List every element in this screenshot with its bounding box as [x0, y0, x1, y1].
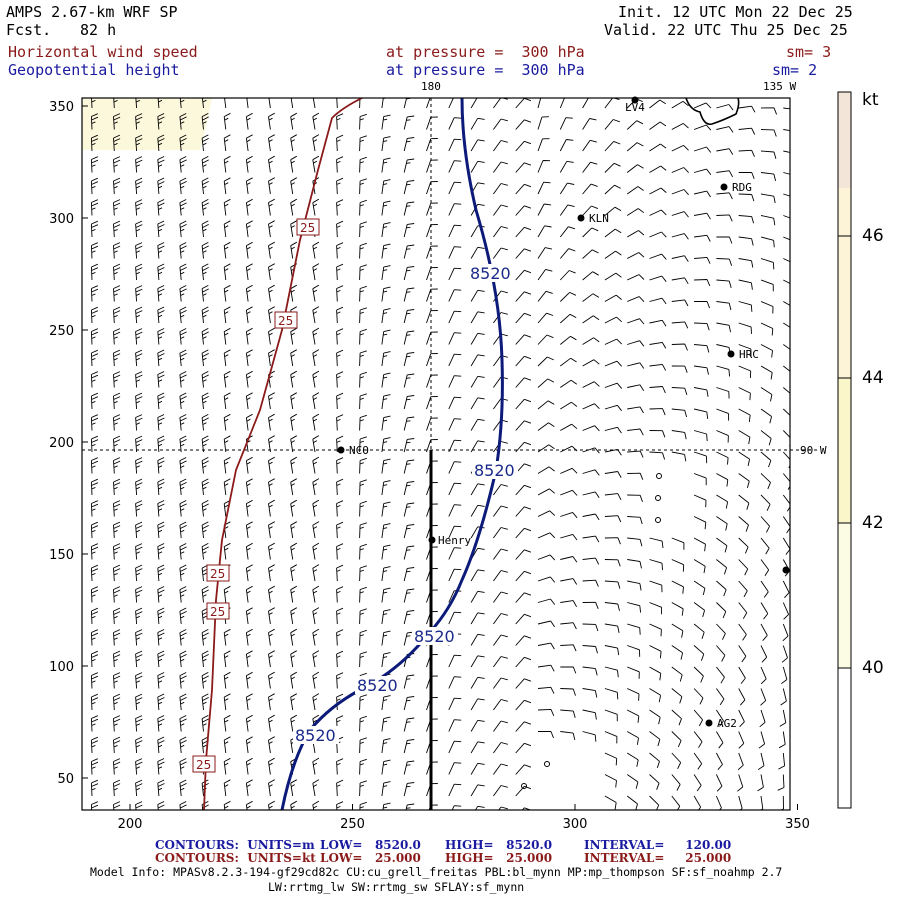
x-axis-tick-label: 200	[118, 817, 143, 832]
model-info: Model Info: MPASv8.2.3-194-gf29cd82c CU:…	[90, 865, 783, 879]
plot-area	[82, 98, 790, 810]
speed-contour-label: 25	[196, 758, 211, 772]
x-axis-tick-label: 350	[785, 817, 810, 832]
height-contour-label: 8520	[295, 726, 336, 745]
station-marker	[720, 183, 728, 191]
y-axis-tick-label: 250	[49, 324, 74, 339]
field1-level: at pressure = 300 hPa	[386, 43, 585, 61]
station-marker	[705, 719, 713, 727]
field2-name: Geopotential height	[8, 61, 180, 79]
speed-contour-label: 25	[210, 567, 225, 581]
height-contour-label: 8520	[470, 264, 511, 283]
station-marker	[337, 446, 345, 454]
speed-contour-high: HIGH= 25.000	[445, 851, 553, 865]
colorbar-label: 40	[862, 658, 884, 678]
y-axis-tick-label: 200	[49, 436, 74, 451]
y-axis-tick-label: 100	[49, 660, 74, 675]
speed-contour-info: CONTOURS: UNITS=kt	[155, 851, 316, 865]
colorbar-label: 42	[862, 513, 884, 533]
forecast-hour: 82 h	[80, 21, 117, 39]
height-contour-low: LOW= 8520.0	[320, 838, 421, 852]
field2-level: at pressure = 300 hPa	[386, 61, 585, 79]
station-label: Henry	[438, 534, 471, 547]
lon-label-180: 180	[421, 80, 441, 93]
speed-contour-interval: INTERVAL= 25.000	[584, 851, 732, 865]
height-contour-label: 8520	[474, 461, 515, 480]
lon-label-135w: 135 W	[763, 80, 796, 93]
speed-contour-label: 25	[278, 314, 293, 328]
speed-contour-label: 25	[210, 605, 225, 619]
x-axis-tick-label: 250	[340, 817, 365, 832]
field2-smoothing: sm= 2	[772, 61, 818, 79]
height-contour-label: 8520	[414, 627, 455, 646]
axes: 20025030035040045035030025020015010050	[49, 100, 810, 832]
y-axis-tick-label: 350	[49, 100, 74, 115]
field1-smoothing: sm= 3	[786, 43, 832, 61]
station-label: AG2	[717, 717, 737, 730]
geopotential-height-contour	[280, 98, 504, 810]
colorbar-unit: kt	[862, 90, 879, 110]
height-contour-interval: INTERVAL= 120.00	[584, 838, 732, 852]
station-marker	[782, 566, 790, 574]
colorbar-label: 46	[862, 226, 884, 246]
station-label: NCO	[349, 444, 369, 457]
station-label: LV4	[625, 101, 645, 114]
speed-contour-low: LOW= 25.000	[320, 851, 421, 865]
colorbar	[837, 91, 852, 809]
y-axis-tick-label: 50	[57, 772, 74, 787]
x-axis-tick-label: 300	[563, 817, 588, 832]
station-label: HRC	[739, 348, 759, 361]
lon-label-90w: 90 W	[800, 444, 827, 457]
station-label: RDG	[732, 181, 752, 194]
y-axis-tick-label: 300	[49, 212, 74, 227]
height-contour-info: CONTOURS: UNITS=m	[155, 838, 315, 852]
plot-border	[81, 97, 791, 811]
wind-shading	[82, 98, 212, 150]
field1-name: Horizontal wind speed	[8, 43, 198, 61]
station-marker	[577, 214, 585, 222]
model-info-2: LW:rrtmg_lw SW:rrtmg_sw SFLAY:sf_mynn	[268, 880, 525, 894]
init-time: Init. 12 UTC Mon 22 Dec 25	[618, 3, 853, 21]
station-marker	[727, 350, 735, 358]
forecast-label: Fcst.	[6, 21, 52, 39]
speed-contour-label: 25	[300, 221, 315, 235]
y-axis-tick-label: 150	[49, 548, 74, 563]
station-label: KLN	[589, 212, 609, 225]
colorbar-label: 44	[862, 368, 884, 388]
station-marker	[428, 536, 436, 544]
wind-barbs	[90, 98, 790, 810]
height-contour-label: 8520	[357, 676, 398, 695]
height-contour-high: HIGH= 8520.0	[445, 838, 553, 852]
model-title: AMPS 2.67-km WRF SP	[6, 3, 178, 21]
valid-time: Valid. 22 UTC Thu 25 Dec 25	[604, 21, 848, 39]
coastline	[685, 98, 740, 126]
